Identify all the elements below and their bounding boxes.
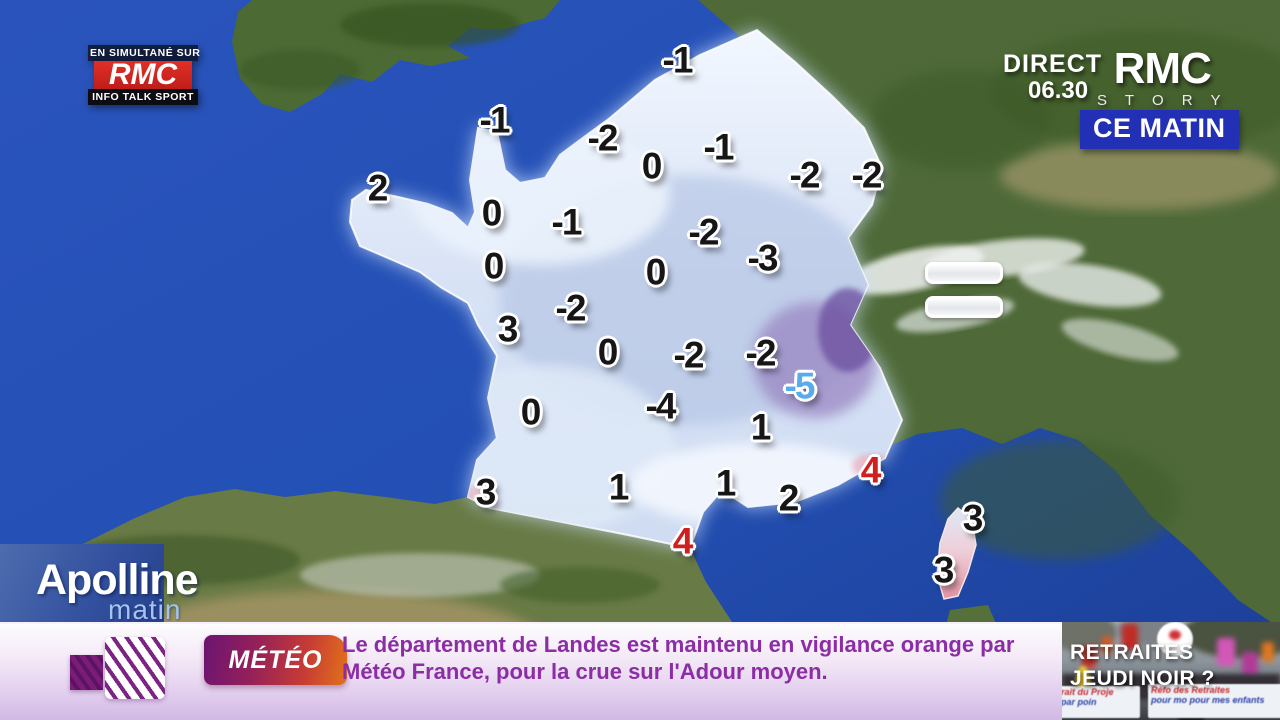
ticker-category-badge: MÉTÉO (204, 635, 347, 685)
ticker-headline: Le département de Landes est maintenu en… (342, 631, 1052, 685)
side-story-title-line1: RETRAITES (1070, 641, 1194, 664)
banner-text: Réfo des Retraites (1151, 685, 1231, 695)
show-subtitle: matin (108, 594, 182, 625)
magenta-flag-icon (1242, 652, 1258, 676)
temperature-label: 4 (672, 520, 694, 562)
broadcast-time: 06.30 (1028, 77, 1089, 104)
red-flag-icon (1082, 646, 1096, 668)
blank-temperature-bar (925, 296, 1003, 318)
temperature-label: 3 (475, 471, 497, 513)
temperature-label: 3 (962, 497, 984, 539)
side-story-title-line2: JEUDI NOIR ? (1070, 667, 1215, 690)
temperature-label: -4 (645, 385, 677, 427)
balloon-logo (1169, 630, 1181, 640)
story-wordmark: S T O R Y (1097, 92, 1228, 109)
banner-text: pour mo pour mes enfants (1151, 695, 1265, 705)
banner-text: par poin (1062, 697, 1097, 707)
side-story-title: RETRAITES JEUDI NOIR ? (1070, 640, 1215, 692)
rmc-story-wordmark: RMC (1113, 44, 1212, 93)
simulcast-label: EN SIMULTANÉ SUR (88, 45, 201, 61)
banner-text: rait du Proje (1062, 687, 1114, 697)
temperature-label: 0 (597, 331, 619, 373)
temperature-label: -2 (555, 287, 587, 329)
temperature-label: 0 (481, 192, 503, 234)
ticker-deco-square-solid (70, 655, 103, 690)
temperature-label: -2 (688, 211, 720, 253)
temperature-label: 3 (933, 549, 955, 591)
temperature-label: 1 (608, 466, 630, 508)
rmc-tagline: INFO TALK SPORT (88, 89, 198, 105)
temperature-label: -1 (703, 126, 735, 168)
temperature-label: 2 (367, 167, 389, 209)
temperature-label: 1 (750, 406, 772, 448)
ticker-headline-line1: Le département de Landes est maintenu en… (342, 632, 1015, 657)
temperature-label: 0 (520, 391, 542, 433)
side-story-photo: rait du Proje par poin Réfo des Retraite… (1062, 622, 1280, 720)
rmc-simulcast-logo: EN SIMULTANÉ SUR RMC INFO TALK SPORT (88, 45, 201, 105)
daypart-badge: CE MATIN (1080, 110, 1239, 149)
rmc-logo: RMC (94, 60, 192, 90)
corsica-shape (936, 506, 977, 600)
temperature-label: 3 (497, 308, 519, 350)
england-landmass (232, 0, 560, 112)
show-logo-panel (0, 544, 164, 622)
direct-label: DIRECT (1003, 50, 1103, 78)
protest-banner: rait du Proje par poin (1062, 686, 1140, 718)
temperature-label: -2 (673, 334, 705, 376)
temperature-label: 1 (715, 462, 737, 504)
temperature-label: -1 (551, 201, 583, 243)
temperature-label: 4 (860, 449, 882, 491)
show-title: Apolline (36, 556, 199, 604)
temperature-label: -2 (789, 154, 821, 196)
rmc-story-logo: RMC S T O R Y (1097, 44, 1228, 110)
temperature-label: -1 (662, 39, 694, 81)
temperature-label: -3 (747, 237, 779, 279)
temperature-label: 0 (645, 251, 667, 293)
temperature-label: 2 (778, 477, 800, 519)
ticker-headline-line2: Météo France, pour la crue sur l'Adour m… (342, 659, 828, 684)
temperature-label: 0 (483, 245, 505, 287)
temperature-label: -2 (745, 332, 777, 374)
ticker-deco-square-hatched (105, 637, 165, 699)
temperature-label: -5 (784, 365, 816, 407)
blank-temperature-bar (925, 262, 1003, 284)
temperature-label: 0 (641, 145, 663, 187)
temperature-label: -2 (851, 154, 883, 196)
orange-flag-icon (1102, 636, 1112, 654)
live-indicator: DIRECT 06.30 (1003, 50, 1102, 105)
temperature-label: -2 (587, 117, 619, 159)
protest-banner: Réfo des Retraites pour mo pour mes enfa… (1148, 684, 1280, 718)
pink-flag-icon (1217, 638, 1235, 666)
news-ticker-strip (0, 622, 1062, 720)
temperature-label: -1 (479, 99, 511, 141)
red-flag-icon (1122, 624, 1138, 650)
orange-flag-icon (1262, 642, 1274, 662)
